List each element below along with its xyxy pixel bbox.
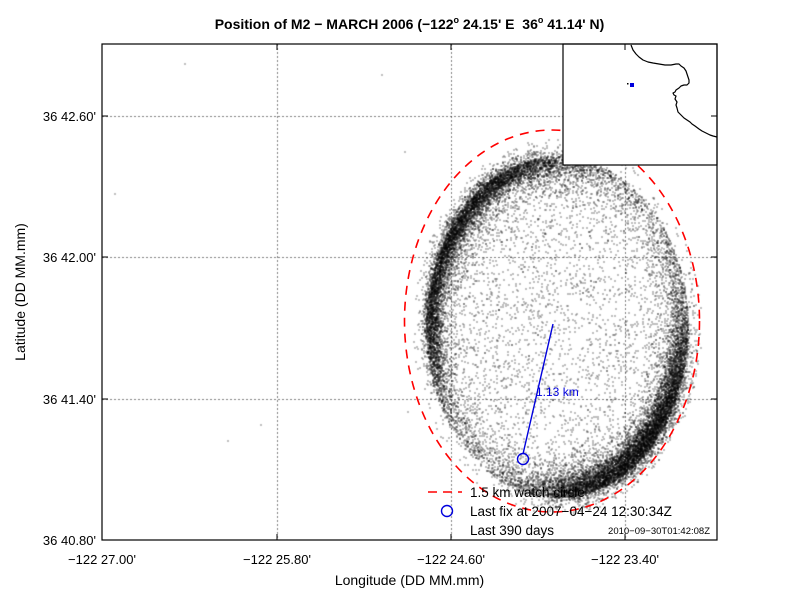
degree-symbol: o xyxy=(537,15,544,25)
watch-circle-ellipse xyxy=(403,129,701,513)
x-tick-label: −122 25.80' xyxy=(243,552,311,567)
y-tick-label: 36 42.00' xyxy=(42,250,96,265)
legend-item-last-fix: Last fix at 2007−04−24 12:30:34Z xyxy=(470,504,672,519)
x-tick-label: −122 23.40' xyxy=(591,552,659,567)
distance-annotation: 1.13 km xyxy=(536,385,579,399)
y-tick-label: 36 40.80' xyxy=(42,533,96,548)
y-axis-label: Latitude (DD MM.mm) xyxy=(12,223,28,361)
x-axis-label: Longitude (DD MM.mm) xyxy=(334,572,485,588)
plot-border xyxy=(101,43,718,541)
x-tick-label: −122 27.00' xyxy=(68,552,136,567)
inset-map xyxy=(562,43,718,166)
degree-symbol: o xyxy=(453,15,460,25)
title-text: 41.14' N) xyxy=(543,16,605,32)
y-tick-label: 36 41.40' xyxy=(42,392,96,407)
title-text: Position of M2 − MARCH 2006 (−122 xyxy=(214,16,454,32)
legend-last-fix-marker xyxy=(440,504,454,518)
legend-item-last-days: Last 390 days xyxy=(470,523,555,538)
x-tick-label: −122 24.60' xyxy=(417,552,485,567)
last-fix-marker xyxy=(516,452,530,466)
inset-buoy-marker xyxy=(630,83,634,87)
last-fix-line xyxy=(522,323,554,455)
legend-item-watch-circle: 1.5 km watch circle xyxy=(470,485,585,500)
title-text: 24.15' E 36 xyxy=(459,16,538,32)
plot-timestamp: 2010−09−30T01:42:08Z xyxy=(608,526,710,537)
y-tick-label: 36 42.60' xyxy=(42,109,96,124)
coastline-path xyxy=(630,44,718,138)
inset-coast-dot xyxy=(627,83,629,85)
chart-title: Position of M2 − MARCH 2006 (−122o 24.15… xyxy=(102,15,717,32)
